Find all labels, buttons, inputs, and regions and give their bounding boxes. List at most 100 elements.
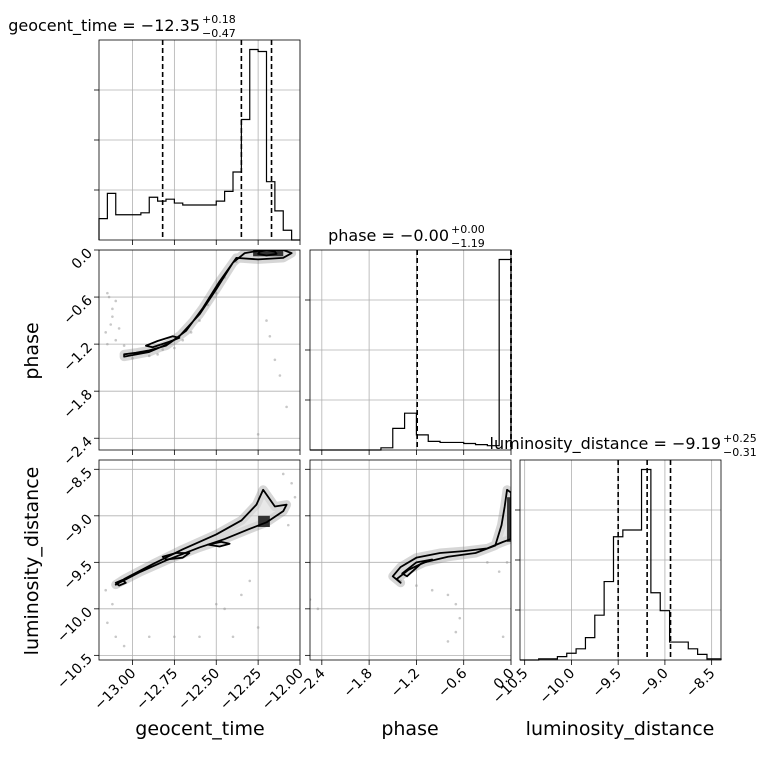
scatter-point bbox=[278, 374, 282, 377]
scatter-point bbox=[104, 588, 107, 592]
scatter-point bbox=[293, 495, 297, 499]
scatter-point bbox=[240, 593, 243, 597]
contour-level-3 bbox=[114, 579, 127, 587]
hist-steps bbox=[98, 48, 300, 241]
title-phase: phase = −0.00 +0.00 −1.19 bbox=[328, 223, 485, 250]
title-luminosity-distance-upper: +0.25 bbox=[723, 432, 757, 445]
density-peak bbox=[253, 250, 284, 257]
scatter-point bbox=[458, 616, 462, 620]
scatter-point bbox=[104, 331, 107, 334]
scatter-point bbox=[181, 338, 185, 342]
scatter-point bbox=[106, 342, 109, 346]
scatter-point bbox=[454, 602, 458, 606]
hist-panel-geocent-time bbox=[94, 39, 301, 245]
scatter-point bbox=[497, 570, 501, 573]
panel-content bbox=[99, 250, 300, 450]
scatter-point bbox=[107, 295, 111, 299]
hist-steps bbox=[520, 468, 722, 661]
scatter-point bbox=[147, 354, 151, 358]
scatter-point bbox=[111, 602, 114, 606]
title-luminosity-distance-text: luminosity_distance = −9.19 bbox=[490, 434, 721, 454]
scatter-point bbox=[109, 323, 113, 326]
contour-level-1 bbox=[161, 552, 191, 561]
title-geocent-time: geocent_time = −12.35 +0.18 −0.47 bbox=[8, 13, 236, 40]
panel-frame bbox=[98, 249, 301, 451]
scatter-point bbox=[198, 635, 201, 639]
density-peak bbox=[507, 497, 511, 542]
xlabel-phase: phase bbox=[381, 718, 438, 740]
scatter-point bbox=[256, 433, 260, 436]
panel-frame bbox=[98, 459, 301, 661]
scatter-point bbox=[111, 307, 114, 311]
xlabel-geocent-time: geocent_time bbox=[135, 718, 264, 740]
density-fill bbox=[392, 489, 511, 583]
scatter-point bbox=[446, 640, 450, 643]
contour-level-0 bbox=[391, 488, 511, 584]
panel-content bbox=[310, 460, 511, 660]
scatter-point bbox=[223, 607, 226, 611]
panel-content bbox=[99, 460, 300, 660]
scatter-point bbox=[173, 635, 176, 639]
contour-level-0 bbox=[114, 488, 288, 586]
scatter-point bbox=[231, 635, 235, 639]
scatter-point bbox=[248, 579, 252, 583]
scatter-point bbox=[122, 344, 126, 347]
scatter-point bbox=[285, 405, 288, 409]
scatter-point bbox=[214, 291, 218, 295]
scatter-point bbox=[281, 472, 285, 476]
scatter-point bbox=[273, 358, 277, 362]
scatter-point bbox=[265, 319, 268, 322]
scatter-point bbox=[198, 319, 201, 322]
title-luminosity-distance: luminosity_distance = −9.19 +0.25 −0.31 bbox=[490, 432, 757, 459]
panel-frame bbox=[309, 459, 512, 661]
title-phase-text: phase = −0.00 bbox=[328, 226, 449, 245]
scatter-point bbox=[189, 331, 193, 334]
scatter-point bbox=[173, 346, 176, 350]
scatter-point bbox=[147, 635, 151, 639]
scatter-point bbox=[316, 607, 320, 611]
scatter-point bbox=[106, 621, 109, 625]
scatter-point bbox=[114, 338, 118, 342]
scatter-point bbox=[415, 584, 418, 587]
hist-frame bbox=[98, 39, 301, 241]
scatter-point bbox=[501, 635, 505, 639]
contour-level-1 bbox=[401, 558, 434, 578]
contour-level-1 bbox=[145, 335, 181, 349]
title-geocent-time-upper: +0.18 bbox=[202, 13, 236, 26]
scatter-point bbox=[286, 523, 290, 527]
ylabel-phase: phase bbox=[21, 322, 43, 379]
scatter-point bbox=[290, 481, 293, 485]
scatter-point bbox=[114, 635, 118, 639]
scatter-point bbox=[111, 315, 114, 318]
scatter-point bbox=[161, 348, 164, 351]
scatter-point bbox=[505, 561, 509, 564]
hist-frame bbox=[519, 459, 722, 661]
ylabel-luminosity-distance: luminosity_distance bbox=[21, 467, 43, 656]
scatter-point bbox=[114, 299, 118, 303]
title-geocent-time-text: geocent_time = −12.35 bbox=[8, 16, 200, 36]
scatter-point bbox=[454, 630, 458, 634]
title-luminosity-distance-lower: −0.31 bbox=[723, 446, 757, 459]
scatter-point bbox=[122, 644, 126, 648]
scatter-point bbox=[430, 588, 434, 592]
density-peak bbox=[258, 515, 270, 527]
hist-frame bbox=[309, 249, 512, 451]
title-phase-lower: −1.19 bbox=[451, 237, 485, 250]
title-phase-upper: +0.00 bbox=[451, 223, 485, 236]
contour-level-2 bbox=[206, 540, 231, 548]
scatter-point bbox=[486, 561, 489, 564]
scatter-point bbox=[131, 356, 134, 360]
title-geocent-time-lower: −0.47 bbox=[202, 27, 236, 40]
scatter-point bbox=[256, 626, 260, 629]
hist-panel-phase bbox=[305, 249, 512, 455]
scatter-point bbox=[156, 353, 159, 356]
scatter-point bbox=[106, 291, 109, 295]
scatter-point bbox=[268, 334, 272, 338]
xlabel-luminosity-distance: luminosity_distance bbox=[526, 718, 715, 740]
scatter-point bbox=[446, 593, 450, 597]
scatter-point bbox=[214, 602, 218, 606]
contour-level-2 bbox=[257, 250, 278, 257]
scatter-point bbox=[117, 327, 121, 330]
